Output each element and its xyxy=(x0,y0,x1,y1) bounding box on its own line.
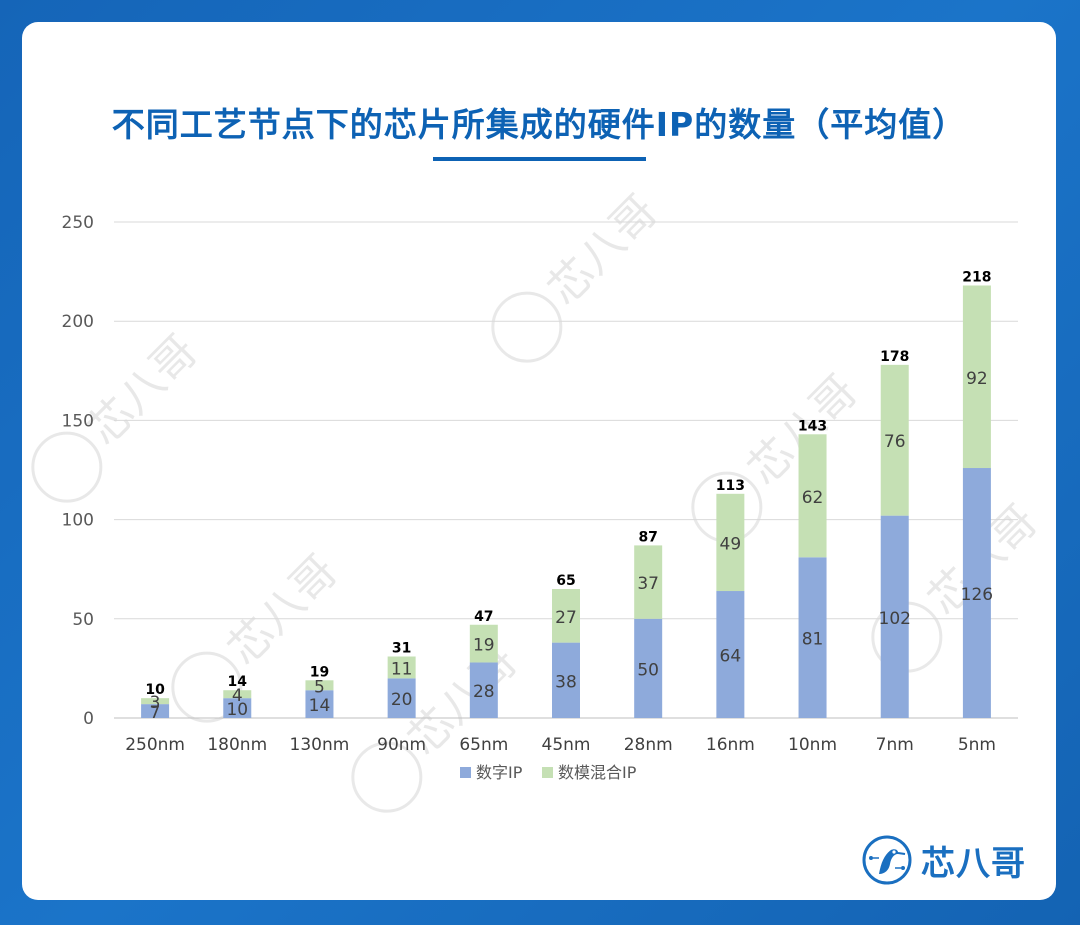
bar-mixed-signal-ip xyxy=(716,493,745,592)
bar-digital-ip xyxy=(716,591,745,718)
x-tick-label: 250nm xyxy=(125,735,185,755)
data-label-total: 10 xyxy=(145,682,165,698)
y-tick-label: 100 xyxy=(62,511,94,531)
watermark: 芯八哥 xyxy=(491,186,668,363)
watermark-text: 芯八哥 xyxy=(218,546,347,675)
x-tick-label: 45nm xyxy=(542,735,591,755)
watermark: 芯八哥 xyxy=(691,366,868,543)
bar-mixed-signal-ip xyxy=(387,656,416,679)
data-label-mixed: 27 xyxy=(555,608,577,628)
y-tick-label: 150 xyxy=(62,411,94,431)
watermark-text: 芯八哥 xyxy=(538,186,667,315)
data-label-total: 65 xyxy=(556,573,575,589)
bar-digital-ip xyxy=(634,618,663,718)
bar-mixed-signal-ip xyxy=(552,589,580,643)
bar-mixed-signal-ip xyxy=(469,624,498,663)
x-tick-label: 90nm xyxy=(377,735,426,755)
legend-label-mixed: 数模混合IP xyxy=(558,763,637,782)
watermark-text: 芯八哥 xyxy=(78,326,207,455)
data-label-total: 47 xyxy=(474,609,493,625)
bar-digital-ip xyxy=(798,557,827,718)
stacked-bar-chart: 芯八哥芯八哥芯八哥芯八哥芯八哥芯八哥0501001502002507310250… xyxy=(31,186,1048,813)
legend-label-digital: 数字IP xyxy=(476,763,523,782)
data-label-mixed: 62 xyxy=(802,488,824,508)
bar-mixed-signal-ip xyxy=(141,698,170,705)
data-label-mixed: 4 xyxy=(232,686,243,706)
watermark-bird-icon xyxy=(351,741,423,813)
bar-mixed-signal-ip xyxy=(634,545,663,619)
data-label-digital: 102 xyxy=(879,609,911,629)
title-underline xyxy=(433,157,646,161)
bar-mixed-signal-ip xyxy=(305,680,334,691)
x-tick-label: 16nm xyxy=(706,735,755,755)
watermark: 芯八哥 xyxy=(31,326,208,503)
data-label-total: 14 xyxy=(228,674,248,690)
data-label-mixed: 11 xyxy=(391,659,413,679)
x-tick-label: 180nm xyxy=(207,735,267,755)
bar-digital-ip xyxy=(223,698,252,718)
x-tick-label: 130nm xyxy=(290,735,350,755)
data-label-total: 31 xyxy=(392,640,411,656)
bar-digital-ip xyxy=(552,642,580,718)
x-tick-label: 65nm xyxy=(459,735,508,755)
bar-mixed-signal-ip xyxy=(962,285,991,469)
data-label-digital: 20 xyxy=(391,690,413,710)
watermark-bird-icon xyxy=(31,431,103,503)
data-label-total: 113 xyxy=(716,478,745,494)
legend-swatch-digital xyxy=(460,767,471,778)
legend-swatch-mixed xyxy=(542,767,553,778)
data-label-digital: 28 xyxy=(473,682,495,702)
x-tick-label: 7nm xyxy=(876,735,914,755)
data-label-digital: 64 xyxy=(720,647,742,667)
chart-card: 不同工艺节点下的芯片所集成的硬件IP的数量（平均值） 芯八哥 芯八哥 芯八哥 芯八哥芯… xyxy=(22,22,1056,900)
x-tick-label: 10nm xyxy=(788,735,837,755)
data-label-total: 19 xyxy=(310,664,329,680)
chart-title: 不同工艺节点下的芯片所集成的硬件IP的数量（平均值） xyxy=(111,105,967,144)
data-label-mixed: 49 xyxy=(720,534,742,554)
bar-digital-ip xyxy=(962,468,991,718)
data-label-total: 218 xyxy=(962,269,991,285)
data-label-total: 87 xyxy=(638,529,657,545)
data-label-mixed: 3 xyxy=(150,693,161,713)
watermark: 芯八哥 xyxy=(351,636,528,813)
y-tick-label: 50 xyxy=(72,610,94,630)
bar-digital-ip xyxy=(880,515,909,718)
data-label-digital: 38 xyxy=(555,672,577,692)
data-label-mixed: 92 xyxy=(966,369,988,389)
data-label-digital: 7 xyxy=(150,703,161,723)
brand-logo: 芯八哥 xyxy=(861,834,1026,886)
data-label-digital: 126 xyxy=(961,585,993,605)
watermark-bird-icon xyxy=(491,291,563,363)
data-label-total: 178 xyxy=(880,349,909,365)
watermark-bird-icon xyxy=(691,471,763,543)
y-tick-label: 200 xyxy=(62,312,94,332)
data-label-total: 143 xyxy=(798,418,827,434)
data-label-digital: 10 xyxy=(226,700,248,720)
data-label-mixed: 37 xyxy=(637,574,659,594)
data-label-digital: 81 xyxy=(802,630,824,650)
data-label-digital: 14 xyxy=(309,696,331,716)
data-label-mixed: 76 xyxy=(884,432,906,452)
data-label-mixed: 19 xyxy=(473,636,495,656)
x-tick-label: 28nm xyxy=(624,735,673,755)
bar-digital-ip xyxy=(141,704,170,718)
data-label-mixed: 5 xyxy=(314,677,325,697)
bar-digital-ip xyxy=(469,662,498,718)
y-tick-label: 0 xyxy=(83,709,94,729)
data-label-digital: 50 xyxy=(637,660,659,680)
bar-mixed-signal-ip xyxy=(223,690,252,699)
bird-logo-icon xyxy=(862,835,912,885)
y-tick-label: 250 xyxy=(62,213,94,233)
brand-name: 芯八哥 xyxy=(921,843,1026,884)
bar-digital-ip xyxy=(387,678,416,718)
bar-digital-ip xyxy=(305,690,334,718)
bar-mixed-signal-ip xyxy=(880,364,909,516)
bar-mixed-signal-ip xyxy=(798,434,827,558)
x-tick-label: 5nm xyxy=(958,735,996,755)
